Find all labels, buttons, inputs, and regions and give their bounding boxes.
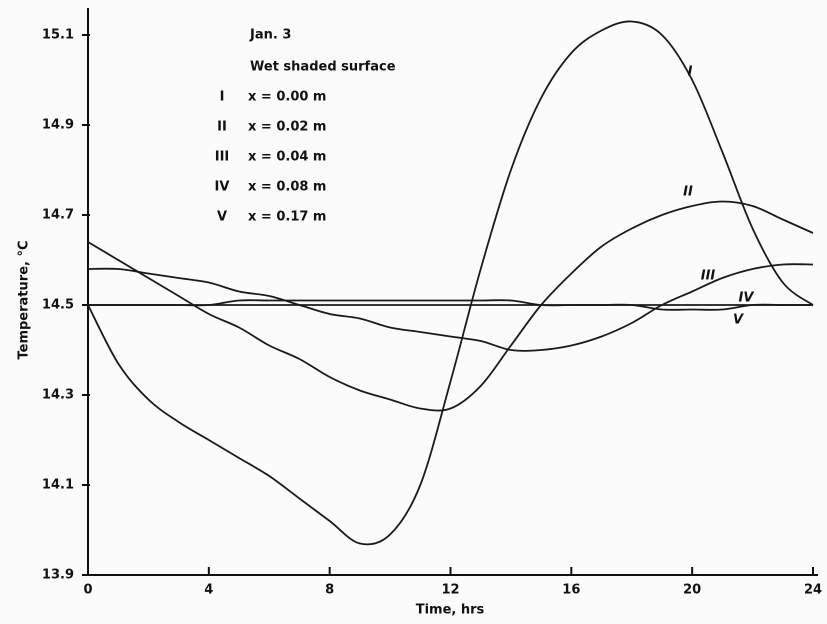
legend-marker: III [215, 150, 230, 165]
x-tick-label: 20 [683, 583, 701, 598]
annotation: Wet shaded surface [250, 60, 396, 75]
series-label: II [683, 185, 693, 200]
legend-label: x = 0.08 m [248, 180, 326, 195]
y-tick-label: 14.1 [42, 478, 74, 493]
series-label: I [688, 65, 693, 80]
y-tick-label: 14.5 [42, 298, 74, 313]
annotation: Jan. 3 [249, 28, 291, 43]
series-label: III [701, 269, 716, 284]
legend-marker: I [220, 90, 225, 105]
series-label: IV [739, 291, 755, 306]
legend-label: x = 0.04 m [248, 150, 326, 165]
legend-label: x = 0.02 m [248, 120, 326, 135]
legend-label: x = 0.17 m [248, 210, 326, 225]
y-tick-label: 13.9 [42, 568, 74, 583]
legend-label: x = 0.00 m [248, 90, 326, 105]
legend-marker: IV [215, 180, 230, 195]
series-line [87, 263, 814, 352]
x-tick-label: 24 [804, 583, 822, 598]
y-tick-label: 14.3 [42, 388, 74, 403]
x-tick-label: 4 [204, 583, 213, 598]
legend-marker: II [217, 120, 227, 135]
x-tick-label: 16 [562, 583, 580, 598]
series-line [87, 20, 814, 546]
series-label: V [733, 313, 744, 328]
x-tick-label: 8 [325, 583, 334, 598]
y-tick-label: 15.1 [42, 28, 74, 43]
series-line [87, 200, 814, 412]
y-tick-label: 14.9 [42, 118, 74, 133]
y-tick-label: 14.7 [42, 208, 74, 223]
legend-marker: V [217, 210, 227, 225]
y-axis-label: Temperature, °C [17, 240, 32, 359]
x-tick-label: 12 [441, 583, 459, 598]
x-axis-label: Time, hrs [416, 603, 485, 618]
x-tick-label: 0 [83, 583, 92, 598]
